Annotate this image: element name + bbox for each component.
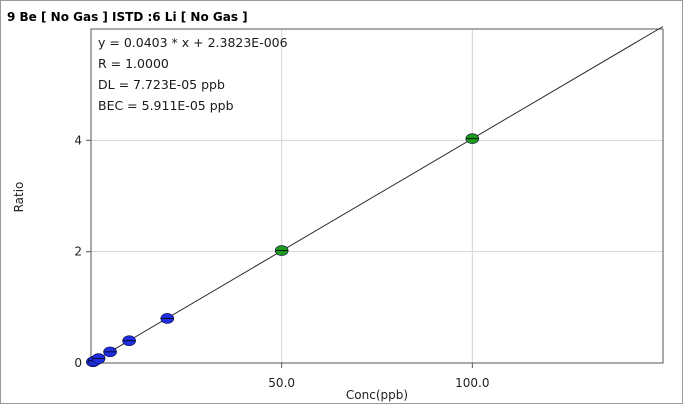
- regression-annotations: y = 0.0403 * x + 2.3823E-006 R = 1.0000 …: [98, 35, 288, 113]
- x-axis-label: Conc(ppb): [346, 388, 408, 402]
- grid-lines: [91, 29, 663, 363]
- y-axis-label: Ratio: [12, 182, 26, 213]
- bec-annotation: BEC = 5.911E-05 ppb: [98, 98, 234, 113]
- y-tick-label: 0: [74, 356, 82, 370]
- y-tick-label: 4: [74, 133, 82, 147]
- y-tick-label: 2: [74, 245, 82, 259]
- data-points: [86, 133, 480, 368]
- fit-line-layer: [90, 26, 664, 364]
- equation-annotation: y = 0.0403 * x + 2.3823E-006: [98, 35, 288, 50]
- x-tick-label: 100.0: [455, 376, 489, 390]
- dl-annotation: DL = 7.723E-05 ppb: [98, 77, 225, 92]
- x-tick-label: 50.0: [268, 376, 295, 390]
- r-value-annotation: R = 1.0000: [98, 56, 169, 71]
- plot-area-border: [90, 28, 664, 364]
- chart-title: 9 Be [ No Gas ] ISTD :6 Li [ No Gas ]: [7, 10, 248, 24]
- regression-line: [90, 26, 664, 364]
